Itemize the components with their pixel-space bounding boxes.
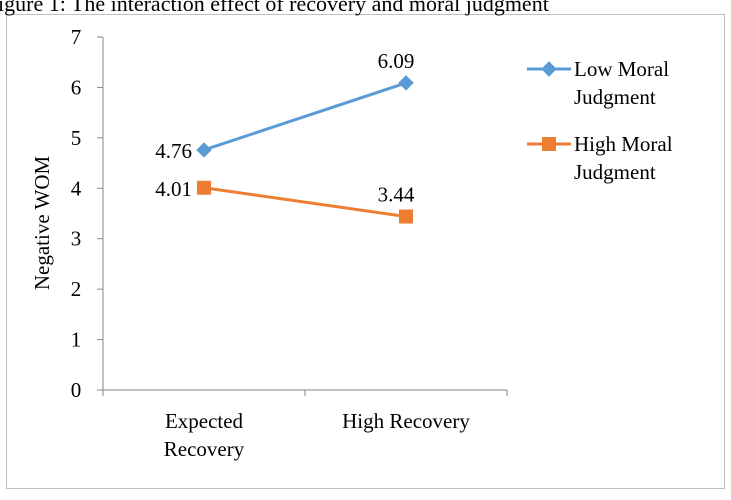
y-tick-label: 4	[71, 176, 82, 200]
data-labels-layer: 4.76 6.09 4.01 3.44	[155, 49, 415, 207]
x-tick-label: Expected Recovery	[164, 409, 245, 461]
y-tick-label: 1	[71, 328, 82, 352]
series-layer	[196, 75, 414, 224]
x-tick-label: High Recovery	[342, 409, 470, 433]
series-line	[203, 81, 407, 152]
legend-label: High Moral Judgment	[574, 132, 673, 184]
data-point	[196, 142, 212, 158]
legend-marker	[542, 137, 556, 151]
legend: Low Moral Judgment High Moral Judgment	[527, 57, 673, 184]
y-axis-title: Negative WOM	[30, 156, 54, 291]
legend-marker	[541, 61, 557, 77]
axes-layer: 0 1 2 3 4 5 6 7 Expected Recovery High Recovery	[71, 25, 508, 461]
y-tick-label: 3	[71, 227, 82, 251]
chart-frame	[6, 14, 725, 489]
data-point	[399, 209, 413, 224]
y-tick-label: 2	[71, 277, 82, 301]
data-label: 4.01	[155, 177, 192, 201]
y-tick-label: 6	[71, 75, 82, 99]
data-label: 4.76	[155, 139, 192, 163]
y-tick-label: 0	[71, 378, 82, 402]
data-label: 3.44	[378, 183, 415, 207]
series-line	[203, 186, 407, 219]
legend-label: Low Moral Judgment	[574, 57, 669, 109]
y-tick-label: 5	[71, 126, 82, 150]
data-label: 6.09	[378, 49, 415, 73]
y-tick-label: 7	[71, 25, 82, 49]
figure-caption: igure 1: The interaction effect of recov…	[0, 0, 549, 16]
data-point	[398, 75, 414, 91]
data-point	[197, 180, 211, 195]
